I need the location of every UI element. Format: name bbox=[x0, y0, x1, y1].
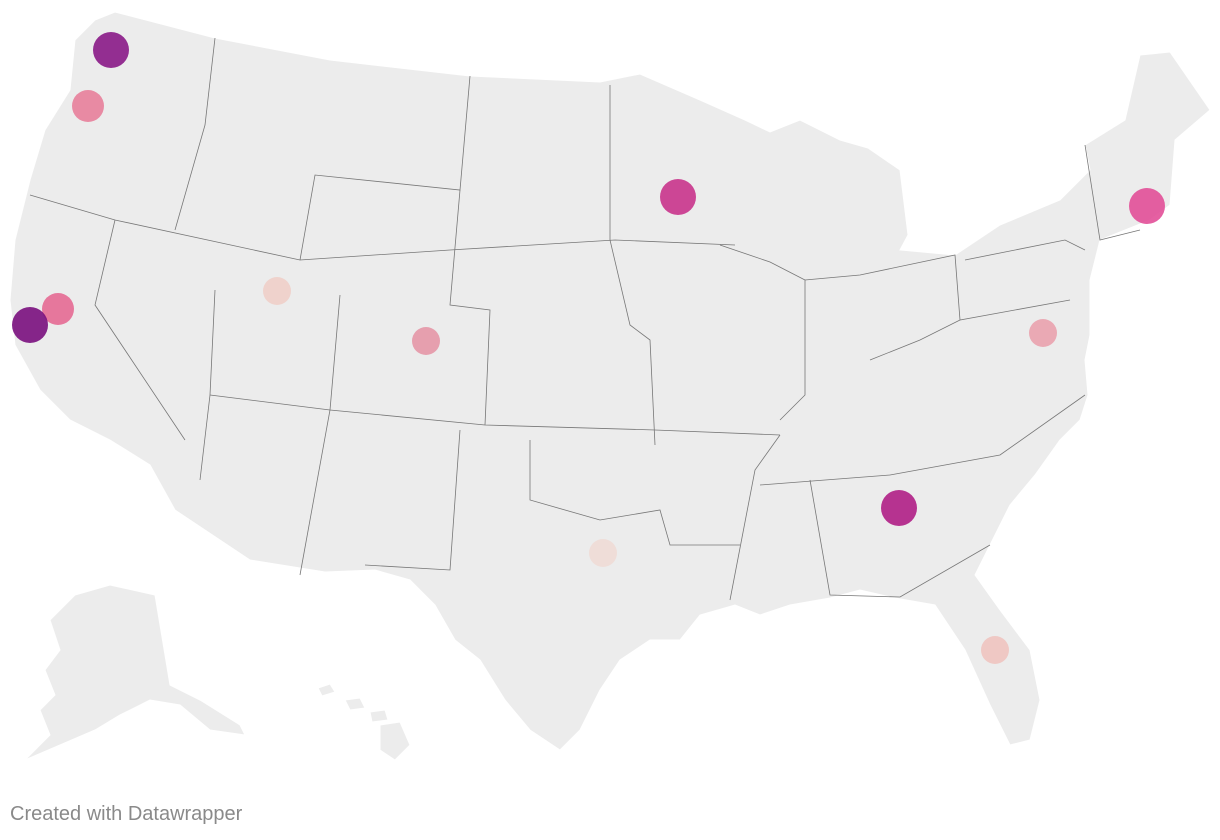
marker-salt-lake-city[interactable] bbox=[263, 277, 291, 305]
hawaii-inset bbox=[317, 683, 411, 761]
marker-orlando[interactable] bbox=[981, 636, 1009, 664]
datawrapper-credit[interactable]: Created with Datawrapper bbox=[10, 803, 243, 825]
map-canvas bbox=[9, 11, 1211, 761]
marker-dallas[interactable] bbox=[589, 539, 617, 567]
marker-minneapolis[interactable] bbox=[660, 179, 696, 215]
us-map bbox=[9, 11, 1211, 761]
contiguous-us-landmass bbox=[9, 11, 1211, 751]
marker-washington-dc[interactable] bbox=[1029, 319, 1057, 347]
marker-denver[interactable] bbox=[412, 327, 440, 355]
marker-seattle[interactable] bbox=[93, 32, 129, 68]
marker-san-francisco[interactable] bbox=[42, 293, 74, 325]
alaska-inset bbox=[24, 584, 246, 761]
marker-boston[interactable] bbox=[1129, 188, 1165, 224]
marker-san-jose[interactable] bbox=[12, 307, 48, 343]
marker-portland[interactable] bbox=[72, 90, 104, 122]
state-borders bbox=[29, 37, 1141, 601]
marker-atlanta[interactable] bbox=[881, 490, 917, 526]
city-markers bbox=[12, 32, 1165, 664]
